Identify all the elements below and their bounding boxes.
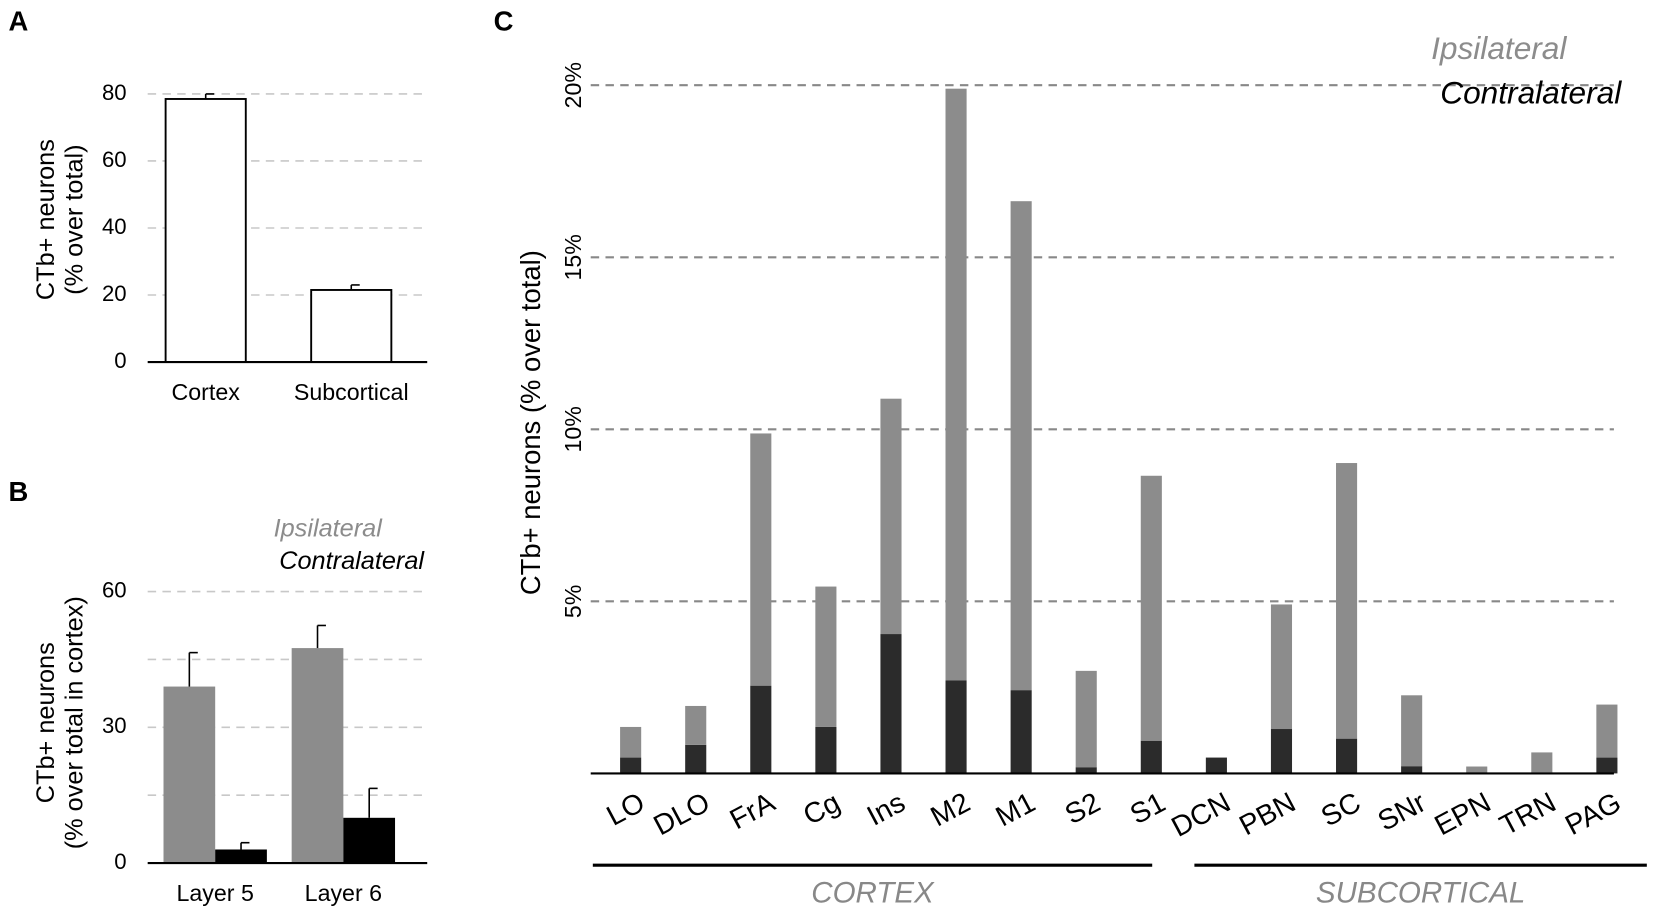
x-tick-label: SNr: [1373, 786, 1431, 837]
x-tick-label: S1: [1125, 786, 1171, 831]
bar: [310, 289, 393, 363]
bar-segment: [815, 726, 837, 774]
panel-label: C: [494, 6, 514, 37]
group-label: CORTEX: [811, 877, 935, 910]
legend-entry: Ipsilateral: [1431, 30, 1567, 66]
bar-segment: [945, 88, 967, 681]
y-tick-label: 0: [114, 348, 126, 373]
bar-segment: [1531, 752, 1553, 773]
x-tick-label: Layer 5: [177, 880, 254, 906]
bar-segment: [685, 744, 707, 774]
y-tick-label: 10%: [560, 406, 586, 452]
x-tick-label: M2: [926, 786, 976, 833]
bar-segment: [1140, 740, 1162, 774]
bar-segment: [1010, 201, 1032, 691]
bar-segment: [1270, 729, 1293, 774]
bar-segment: [1336, 738, 1358, 774]
bar-segment: [1596, 757, 1618, 774]
bar-segment: [685, 705, 707, 745]
y-axis-label: CTb+ neurons (% over total): [515, 250, 546, 595]
bar-segment: [1336, 463, 1358, 739]
bar-segment: [1466, 766, 1488, 774]
bar-segment: [1596, 704, 1618, 758]
y-tick-label: 60: [102, 577, 127, 602]
x-tick-label: M1: [991, 786, 1041, 833]
legend-entry: Contralateral: [1440, 74, 1622, 110]
x-tick-label: DCN: [1166, 786, 1235, 843]
bar-segment: [750, 433, 772, 686]
y-tick-label: 20: [102, 281, 127, 306]
y-tick-label: 0: [114, 849, 126, 874]
bar-segment: [1010, 690, 1032, 774]
x-tick-label: LO: [602, 786, 651, 832]
bar-segment: [880, 634, 902, 774]
bar-segment: [1270, 604, 1293, 730]
x-tick-label: Cortex: [172, 379, 241, 405]
bar-segment: [1075, 767, 1097, 774]
bar: [164, 98, 247, 363]
bar-segment: [1205, 757, 1227, 774]
bar-segment: [815, 586, 837, 727]
bar-segment: [1401, 695, 1423, 767]
legend-entry: Ipsilateral: [274, 514, 384, 542]
y-tick-label: 80: [102, 80, 127, 105]
x-tick-label: Layer 6: [305, 880, 382, 906]
x-tick-label: EPN: [1429, 786, 1496, 842]
x-tick-label: Ins: [862, 786, 911, 832]
y-tick-label: 15%: [560, 234, 586, 280]
panel-label: A: [8, 6, 28, 37]
bar-segment: [620, 726, 642, 758]
x-tick-label: DLO: [648, 786, 715, 842]
bar-segment: [1140, 475, 1162, 741]
y-axis-label: (% over total): [61, 144, 89, 294]
bar: [343, 817, 396, 864]
bar: [291, 648, 344, 864]
y-tick-label: 40: [102, 214, 127, 239]
y-axis-label: CTb+ neurons: [32, 139, 60, 300]
x-tick-label: Cg: [798, 786, 845, 831]
x-tick-label: PAG: [1560, 786, 1626, 841]
group-label: SUBCORTICAL: [1316, 877, 1525, 910]
bar-segment: [750, 685, 772, 774]
y-tick-label: 5%: [560, 585, 586, 619]
x-tick-label: TRN: [1495, 786, 1562, 842]
bar-segment: [1075, 670, 1097, 768]
bar-segment: [1401, 766, 1423, 774]
x-tick-label: PBN: [1234, 786, 1301, 842]
x-tick-label: Subcortical: [294, 379, 409, 405]
bar-segment: [620, 757, 642, 774]
y-tick-label: 60: [102, 147, 127, 172]
bar-segment: [945, 680, 967, 774]
y-axis-label: CTb+ neurons: [32, 642, 60, 803]
legend-entry: Contralateral: [279, 547, 425, 575]
x-tick-label: FrA: [725, 786, 781, 836]
y-tick-label: 30: [102, 713, 127, 738]
x-tick-label: S2: [1060, 786, 1106, 831]
y-tick-label: 20%: [560, 62, 586, 108]
x-tick-label: SC: [1316, 786, 1366, 833]
bar: [163, 686, 216, 864]
panel-label: B: [8, 476, 28, 507]
bar-segment: [880, 398, 902, 635]
bar: [215, 849, 267, 864]
y-axis-label: (% over total in cortex): [61, 596, 89, 849]
